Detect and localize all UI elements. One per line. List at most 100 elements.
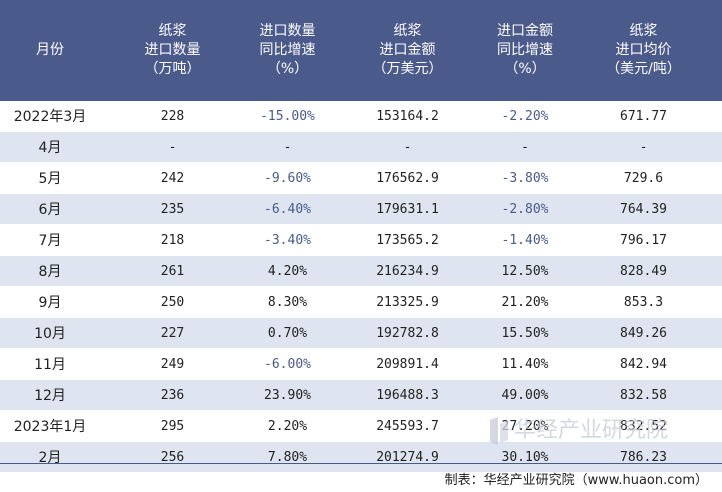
cell-value-yoy: -3.80% bbox=[485, 162, 565, 194]
cell-month: 6月 bbox=[0, 193, 100, 225]
cell-volume-yoy: 2.20% bbox=[245, 410, 330, 442]
cell-import-volume: 256 bbox=[100, 441, 245, 473]
table-row: 9月 250 8.30% 213325.9 21.20% 853.3 bbox=[0, 286, 722, 318]
table-row: 6月 235 -6.40% 179631.1 -2.80% 764.39 bbox=[0, 193, 722, 225]
cell-import-volume: 218 bbox=[100, 224, 245, 256]
cell-value-yoy: 21.20% bbox=[485, 286, 565, 318]
cell-value-yoy: 49.00% bbox=[485, 379, 565, 411]
table-row: 8月 261 4.20% 216234.9 12.50% 828.49 bbox=[0, 255, 722, 287]
cell-value-yoy: -1.40% bbox=[485, 224, 565, 256]
cell-value-yoy: - bbox=[485, 131, 565, 163]
header-line: （%） bbox=[266, 61, 309, 77]
cell-import-volume: 235 bbox=[100, 193, 245, 225]
header-line: 纸浆 bbox=[158, 23, 187, 39]
cell-avg-price: 828.49 bbox=[565, 255, 722, 287]
cell-month: 10月 bbox=[0, 317, 100, 349]
cell-import-volume: 242 bbox=[100, 162, 245, 194]
cell-avg-price: 796.17 bbox=[565, 224, 722, 256]
cell-import-volume: - bbox=[100, 131, 245, 163]
cell-month: 11月 bbox=[0, 348, 100, 380]
cell-import-value: 209891.4 bbox=[330, 348, 485, 380]
cell-import-value: 245593.7 bbox=[330, 410, 485, 442]
cell-month: 9月 bbox=[0, 286, 100, 318]
cell-import-volume: 227 bbox=[100, 317, 245, 349]
table-row: 2月 256 7.80% 201274.9 30.10% 786.23 bbox=[0, 441, 722, 473]
table-body: 2022年3月 228 -15.00% 153164.2 -2.20% 671.77 4月 -… bbox=[0, 101, 722, 473]
cell-import-volume: 228 bbox=[100, 101, 245, 132]
header-import-volume: 纸浆进口数量 （万吨） bbox=[100, 0, 245, 101]
header-line: 进口数量 bbox=[144, 42, 201, 58]
cell-month: 2月 bbox=[0, 441, 100, 473]
cell-month: 5月 bbox=[0, 162, 100, 194]
header-volume-yoy: 进口数量同比增速 （%） bbox=[245, 0, 330, 101]
table-header: 月份 纸浆 进口数量 （万吨） 进口数量 同比增速 （%） 纸浆 进口金额 （万美元） 进口金额 同比… bbox=[0, 0, 722, 101]
cell-import-volume: 250 bbox=[100, 286, 245, 318]
cell-avg-price: - bbox=[565, 131, 722, 163]
cell-volume-yoy: 0.70% bbox=[245, 317, 330, 349]
cell-import-value: 196488.3 bbox=[330, 379, 485, 411]
cell-value-yoy: 12.50% bbox=[485, 255, 565, 287]
cell-month: 2023年1月 bbox=[0, 410, 100, 442]
cell-avg-price: 786.23 bbox=[565, 441, 722, 473]
cell-import-volume: 249 bbox=[100, 348, 245, 380]
footer: 制表：华经产业研究院（www.huaon.com） bbox=[0, 463, 722, 492]
cell-volume-yoy: -6.40% bbox=[245, 193, 330, 225]
table-row: 10月 227 0.70% 192782.8 15.50% 849.26 bbox=[0, 317, 722, 349]
cell-month: 4月 bbox=[0, 131, 100, 163]
header-line: 同比增速 bbox=[259, 42, 316, 58]
cell-avg-price: 832.52 bbox=[565, 410, 722, 442]
header-line: 月份 bbox=[36, 42, 64, 58]
table-row: 11月 249 -6.00% 209891.4 11.40% 842.94 bbox=[0, 348, 722, 380]
header-line: 进口金额 bbox=[379, 42, 436, 58]
cell-avg-price: 842.94 bbox=[565, 348, 722, 380]
cell-volume-yoy: -9.60% bbox=[245, 162, 330, 194]
header-line: （万吨） bbox=[144, 61, 201, 77]
cell-import-value: - bbox=[330, 131, 485, 163]
cell-month: 2022年3月 bbox=[0, 101, 100, 132]
cell-volume-yoy: 8.30% bbox=[245, 286, 330, 318]
cell-month: 7月 bbox=[0, 224, 100, 256]
header-line: 进口数量 bbox=[259, 23, 316, 39]
table-row: 4月 - - - - - bbox=[0, 131, 722, 163]
header-line: 进口金额 bbox=[497, 23, 553, 39]
cell-volume-yoy: -6.00% bbox=[245, 348, 330, 380]
cell-import-value: 176562.9 bbox=[330, 162, 485, 194]
cell-import-value: 192782.8 bbox=[330, 317, 485, 349]
cell-import-value: 173565.2 bbox=[330, 224, 485, 256]
header-line: 进口均价 bbox=[615, 42, 672, 58]
cell-volume-yoy: - bbox=[245, 131, 330, 163]
header-line: 纸浆 bbox=[393, 23, 422, 39]
table-row: 12月 236 23.90% 196488.3 49.00% 832.58 bbox=[0, 379, 722, 411]
cell-import-value: 213325.9 bbox=[330, 286, 485, 318]
header-row: 月份 纸浆 进口数量 （万吨） 进口数量 同比增速 （%） 纸浆 进口金额 （万美元） 进口金额 同比… bbox=[0, 0, 722, 101]
cell-import-volume: 295 bbox=[100, 410, 245, 442]
footer-credit: 制表：华经产业研究院（www.huaon.com） bbox=[444, 473, 708, 488]
cell-import-value: 153164.2 bbox=[330, 101, 485, 132]
cell-import-volume: 236 bbox=[100, 379, 245, 411]
table-row: 2022年3月 228 -15.00% 153164.2 -2.20% 671.77 bbox=[0, 101, 722, 132]
header-value-yoy: 进口金额 同比增速 （%） bbox=[485, 0, 565, 101]
pulp-import-table: 月份 纸浆 进口数量 （万吨） 进口数量 同比增速 （%） 纸浆 进口金额 （万美元） 进口金额 同比… bbox=[0, 0, 722, 473]
cell-value-yoy: 27.20% bbox=[485, 410, 565, 442]
cell-volume-yoy: -15.00% bbox=[245, 101, 330, 132]
cell-value-yoy: 11.40% bbox=[485, 348, 565, 380]
cell-import-value: 216234.9 bbox=[330, 255, 485, 287]
header-month: 月份 bbox=[0, 0, 100, 101]
cell-avg-price: 849.26 bbox=[565, 317, 722, 349]
header-line: 同比增速 bbox=[497, 42, 553, 58]
cell-avg-price: 764.39 bbox=[565, 193, 722, 225]
cell-month: 12月 bbox=[0, 379, 100, 411]
cell-volume-yoy: 23.90% bbox=[245, 379, 330, 411]
cell-volume-yoy: -3.40% bbox=[245, 224, 330, 256]
header-line: 纸浆 bbox=[629, 23, 658, 39]
cell-value-yoy: 15.50% bbox=[485, 317, 565, 349]
cell-avg-price: 853.3 bbox=[565, 286, 722, 318]
cell-avg-price: 671.77 bbox=[565, 101, 722, 132]
cell-value-yoy: -2.80% bbox=[485, 193, 565, 225]
cell-import-value: 179631.1 bbox=[330, 193, 485, 225]
table-row: 5月 242 -9.60% 176562.9 -3.80% 729.6 bbox=[0, 162, 722, 194]
cell-volume-yoy: 7.80% bbox=[245, 441, 330, 473]
cell-avg-price: 729.6 bbox=[565, 162, 722, 194]
header-line: （美元/吨） bbox=[606, 61, 681, 77]
header-line: （万美元） bbox=[372, 61, 443, 77]
